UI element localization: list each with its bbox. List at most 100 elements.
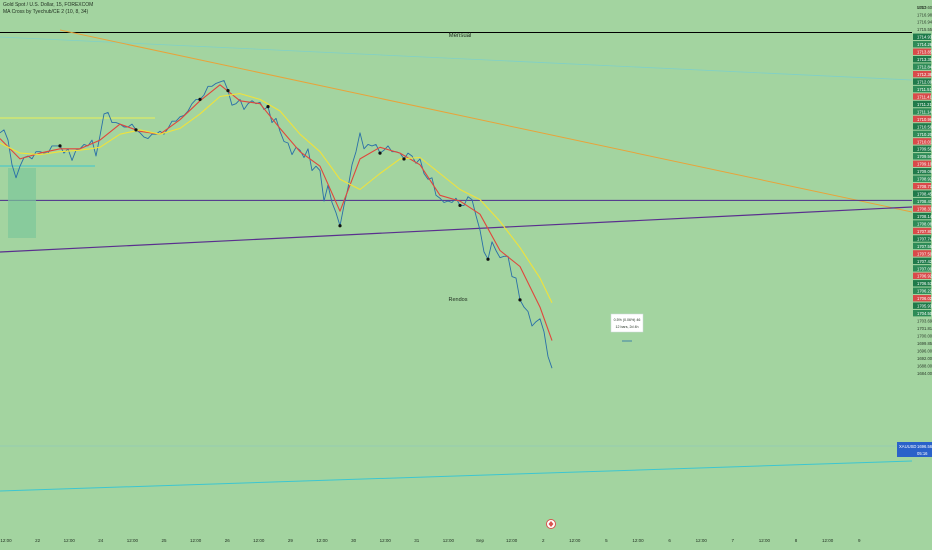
price-scale-tag [913,93,931,100]
x-axis-tick-label: 12:00 [253,538,265,543]
price-scale-label: 1705.93 [917,304,932,309]
x-axis-tick-label: 12:00 [443,538,455,543]
price-scale-tag [913,153,931,160]
price-scale-label: 1713.85 [917,50,932,55]
price-scale-tag [913,227,931,235]
x-axis-tick-label: 12:00 [696,538,708,543]
price-scale-tag [913,78,931,85]
price-scale-label: 1709.10 [917,162,932,167]
price-scale-label: 1708.41 [917,199,932,204]
price-scale-label: 1716.94 [917,20,932,25]
x-axis-tick-label: 12:00 [759,538,771,543]
price-scale-label: 1701.81 [917,326,932,331]
x-axis-tick-label: 12:00 [0,538,12,543]
ma-cross-marker [134,128,138,132]
price-scale-tag [913,287,931,294]
price-scale-label: 1709.06 [917,169,932,174]
price-scale-tag [913,295,931,302]
x-axis-tick-label: 12:00 [190,538,202,543]
price-scale-label: 1717.60 [917,5,932,10]
price-scale-label: 1696.00 [917,348,932,353]
price-scale-tag [913,309,931,317]
ma-cross-marker [266,105,270,109]
price-scale-label: 1692.00 [917,356,932,361]
series-line-ma-slow [0,93,553,304]
price-scale-label: 1708.92 [917,177,932,182]
measure-bars-text: 12 bars, 2d 4h [616,325,639,329]
price-scale-tag [913,130,931,138]
price-scale-tag [913,205,931,212]
price-scale-label: 1703.69 [917,319,932,324]
rendos-label: Rendos [449,297,468,303]
x-axis-tick-label: 12:00 [632,538,644,543]
x-axis-tick-label: 24 [98,538,104,543]
x-axis-tick-label: Sep [476,538,485,543]
x-axis-tick-label: 5 [605,538,608,543]
x-axis-tick-label: 8 [795,538,798,543]
price-scale-tag [913,175,931,182]
price-scale-tag [913,115,931,123]
price-scale-tag [913,33,931,40]
price-scale-tag [913,70,931,78]
price-scale-tag [913,63,931,70]
price-scale-label: 1700.00 [917,333,932,338]
price-scale-label: 1708.08 [917,221,932,226]
x-axis-tick-label: 29 [288,538,294,543]
current-price-symbol: XAUUSD [899,444,916,449]
price-scale-label: 1706.02 [917,296,932,301]
ma-cross-marker [338,224,342,228]
price-scale-tag [913,220,931,227]
indicator-title: MA Cross by Tyechub/CE 2 (10, 8, 34) [3,9,89,15]
price-scale-label: 1711.51 [917,87,932,92]
price-scale-label: 1708.33 [917,206,932,211]
price-scale-tag [913,242,931,250]
ma-cross-marker [402,157,406,161]
price-scale-label: 1710.01 [917,139,932,144]
currency-label: USD [917,5,927,10]
price-scale-label: 1711.21 [917,102,932,107]
price-scale-tag [913,280,931,287]
x-axis-tick-label: 26 [225,538,231,543]
price-scale-tag [913,257,931,265]
price-scale-tag [913,85,931,93]
ma-cross-marker [198,97,202,101]
price-scale-label: 1709.56 [917,147,932,152]
orange-trendline[interactable] [59,29,913,213]
ma-cross-marker [226,89,230,93]
price-scale-label: 1707.50 [917,251,932,256]
cyan-trendline-top[interactable] [0,36,913,81]
price-scale-tag [913,123,931,130]
measure-range-text: 0.5% (0.06%) 46 [614,318,641,322]
green-range-box[interactable] [8,168,36,238]
price-scale-label: 1706.53 [917,281,932,286]
price-scale-label: 1708.14 [917,214,932,219]
ma-cross-marker [58,144,62,148]
price-scale-tag [913,108,931,115]
x-axis-tick-label: 12:00 [506,538,518,543]
price-scale-tag [913,272,931,280]
current-price-tag [897,442,932,457]
x-axis-tick-label: 12:00 [380,538,392,543]
series-line-ma-fast [0,84,553,341]
x-axis-tick-label: 12:00 [64,538,76,543]
price-scale-tag [913,138,931,145]
price-scale-label: 1713.35 [917,57,932,62]
ma-cross-marker [378,151,382,155]
logo-mark [548,521,554,527]
price-scale-label: 1707.80 [917,229,932,234]
price-scale-tag [913,212,931,220]
x-axis-tick-label: 12:00 [127,538,139,543]
price-scale-tag [913,197,931,205]
price-scale-tag [913,265,931,272]
price-scale-tag [913,41,931,48]
price-scale-label: 1699.85 [917,341,932,346]
price-scale-label: 1714.93 [917,35,932,40]
purple-trendline[interactable] [0,206,913,253]
x-axis-tick-label: 25 [161,538,167,543]
ma-cross-marker [486,257,490,261]
mensual-label: Mensual [449,33,472,39]
x-axis-tick-label: 12:00 [316,538,328,543]
cyan-trendline-bottom[interactable] [0,460,913,492]
